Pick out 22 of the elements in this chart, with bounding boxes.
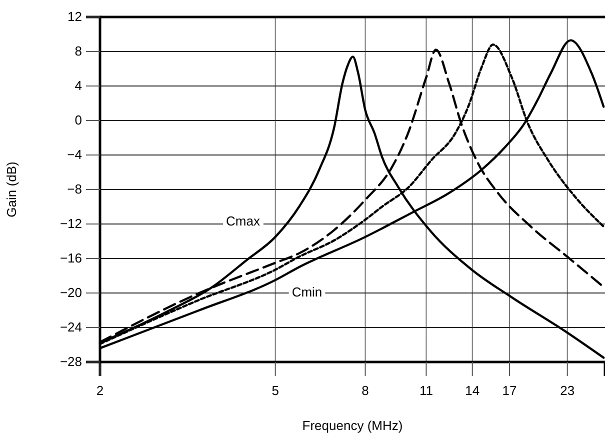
y-tick-label: 4: [74, 78, 82, 94]
series-label: Cmax: [226, 214, 260, 229]
x-tick-label: 23: [560, 383, 575, 398]
y-tick-label: −16: [60, 250, 82, 266]
y-tick-label: −12: [60, 216, 82, 232]
y-tick-label: −28: [60, 354, 82, 370]
x-tick-label: 5: [272, 383, 279, 398]
x-tick-label: 11: [419, 383, 433, 398]
y-tick-label: 8: [74, 44, 82, 59]
x-axis-title: Frequency (MHz): [302, 418, 403, 433]
y-tick-label: −8: [67, 182, 82, 197]
y-tick-label: −20: [60, 285, 82, 300]
x-tick-label: 8: [362, 383, 369, 398]
y-tick-label: −24: [60, 320, 82, 335]
y-axis-title: Gain (dB): [4, 162, 19, 218]
y-tick-label: 0: [74, 112, 82, 128]
x-tick-label: 14: [465, 383, 480, 398]
y-tick-label: −4: [67, 147, 82, 162]
series-label: Cmin: [292, 284, 322, 300]
x-tick-label: 2: [96, 383, 104, 398]
y-tick-label: 12: [68, 9, 82, 24]
x-tick-label: 17: [502, 383, 517, 398]
